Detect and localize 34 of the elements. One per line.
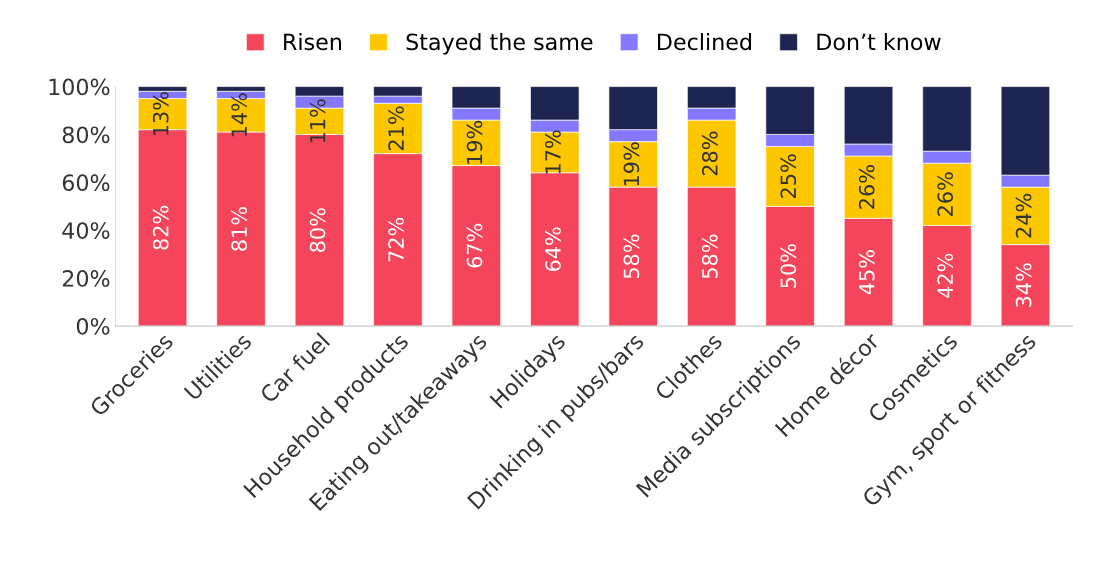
data-label: 24% [1015, 193, 1032, 238]
y-tick-label: 100% [49, 78, 110, 96]
legend-label: Declined [658, 33, 752, 51]
data-label: 25% [780, 154, 797, 198]
data-label: 14% [231, 93, 248, 137]
legend-label: Stayed the same [406, 33, 593, 55]
legend-label: Risen [284, 33, 342, 51]
data-label: 28% [701, 131, 718, 176]
data-label: 13% [152, 92, 169, 135]
data-label: 45% [858, 250, 875, 295]
data-label: 72% [388, 217, 404, 262]
data-label: 67% [466, 223, 483, 268]
data-label: 80% [309, 208, 326, 252]
data-label: 58% [701, 234, 718, 279]
data-label: 26% [937, 172, 954, 216]
y-tick-label: 60% [62, 174, 110, 192]
data-label: 58% [623, 234, 640, 279]
legend-label: Don’t know [817, 33, 941, 51]
y-tick-label: 0% [76, 317, 110, 335]
data-label: 50% [780, 244, 797, 288]
y-tick-label: 80% [62, 126, 110, 144]
data-label: 26% [858, 165, 875, 209]
data-label: 82% [152, 205, 169, 250]
data-label: 17% [545, 130, 561, 174]
data-label: 21% [388, 106, 404, 151]
data-label: 19% [466, 120, 483, 164]
y-tick-label: 40% [62, 222, 110, 239]
data-label: 42% [937, 253, 954, 298]
data-label: 11% [309, 99, 326, 143]
data-label: 19% [623, 142, 640, 186]
data-label: 34% [1015, 263, 1032, 307]
data-label: 81% [231, 207, 248, 251]
data-label: 64% [545, 227, 561, 272]
y-tick-label: 20% [62, 270, 110, 287]
